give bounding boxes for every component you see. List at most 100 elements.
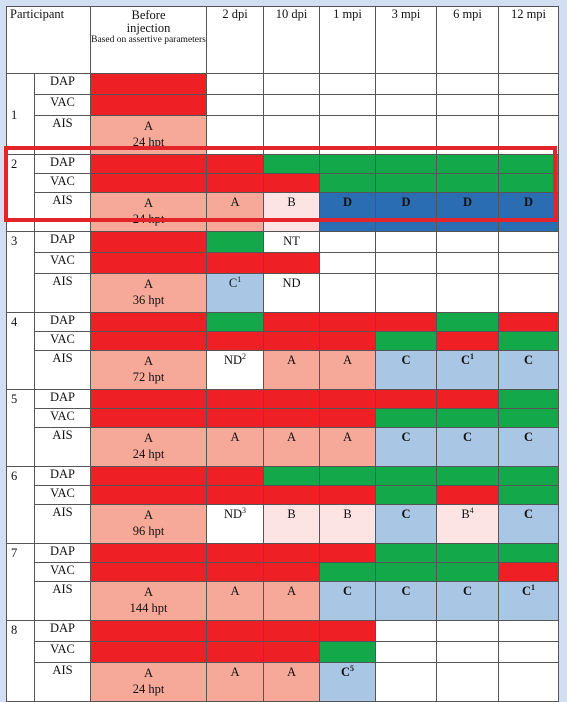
header-row: Participant Before injection Based on as… xyxy=(6,6,559,74)
vac-label: VAC xyxy=(34,562,91,582)
vac-status-cell xyxy=(206,94,264,116)
participant-6-ais-row: AIS A 96 hpt ND3 B B C B4 C xyxy=(7,504,559,544)
ais-grade-cell: A xyxy=(263,581,320,621)
dap-status-cell-green xyxy=(498,154,559,174)
participant-5-ais-row: AIS A 24 hpt A A A C C C xyxy=(7,427,559,467)
vac-status-cell-red xyxy=(206,173,264,193)
participant-1-vac-row: VAC xyxy=(7,94,559,116)
ais-grade-cell: C1 xyxy=(436,350,499,390)
ais-grade-cell: B xyxy=(319,504,376,544)
ais-grade-cell: C xyxy=(375,504,437,544)
ais-grade-cell: C5 xyxy=(319,662,376,702)
vac-status-cell-red xyxy=(206,485,264,505)
dap-status-cell-green xyxy=(436,312,499,332)
vac-status-cell-green xyxy=(319,641,376,663)
ais-before-cell: A 72 hpt xyxy=(90,350,207,390)
ais-grade-text: ND xyxy=(223,507,243,521)
dap-status-cell-green xyxy=(319,466,376,486)
vac-status-cell-red xyxy=(90,331,207,351)
vac-label: VAC xyxy=(34,408,91,428)
dap-status-cell xyxy=(206,73,264,95)
ais-grade-text: C xyxy=(462,584,473,598)
ais-grade-text: D xyxy=(462,195,473,209)
ais-grade-cell: C1 xyxy=(206,273,264,313)
dap-status-cell xyxy=(375,231,437,253)
dap-status-cell-green xyxy=(206,312,264,332)
ais-grade-text: C xyxy=(523,353,534,367)
vac-status-cell-green xyxy=(375,408,437,428)
footnote-marker: 1 xyxy=(531,582,536,592)
footnote-marker: 5 xyxy=(350,663,355,673)
dap-status-cell: NT xyxy=(263,231,320,253)
ais-grade-text: B xyxy=(287,195,296,209)
ais-grade-cell: B4 xyxy=(436,504,499,544)
dap-status-cell-red xyxy=(263,389,320,409)
ais-grade-cell xyxy=(498,662,559,702)
ais-grade-text: B xyxy=(287,507,296,521)
ais-label: AIS xyxy=(34,427,91,467)
ais-grade-cell xyxy=(206,115,264,155)
dap-status-cell xyxy=(436,620,499,642)
dap-status-cell-red xyxy=(90,154,207,174)
ais-grade-cell xyxy=(498,115,559,155)
participant-8-vac-row: VAC xyxy=(7,641,559,663)
ais-grade-cell xyxy=(436,662,499,702)
vac-label: VAC xyxy=(34,641,91,663)
ais-grade-text: A xyxy=(230,195,240,209)
col-header-12mpi: 12 mpi xyxy=(498,6,559,74)
participant-4-ais-row: AIS A 72 hpt ND2 A A C C1 C xyxy=(7,350,559,390)
dap-label: DAP xyxy=(34,231,91,253)
dap-label: DAP xyxy=(34,543,91,563)
ais-grade-text: A xyxy=(342,353,353,367)
ais-grade-cell xyxy=(319,115,376,155)
vac-status-cell-red xyxy=(436,485,499,505)
participant-7-dap-row: 7 DAP xyxy=(6,543,559,621)
participant-number: 2 xyxy=(6,154,35,232)
ais-grade-text: D xyxy=(523,195,534,209)
vac-status-cell-red xyxy=(206,331,264,351)
vac-status-cell-red xyxy=(90,485,207,505)
participant-number: 3 xyxy=(6,231,35,313)
vac-status-cell xyxy=(498,94,559,116)
dap-status-cell-green xyxy=(436,154,499,174)
vac-status-cell-green xyxy=(498,331,559,351)
ais-grade-text: B xyxy=(461,507,470,521)
ais-grade-text: C xyxy=(523,507,534,521)
vac-status-cell-red xyxy=(498,562,559,582)
ais-grade-cell: C xyxy=(436,427,499,467)
ais-before-cell: A 24 hpt xyxy=(90,115,207,155)
ais-label: AIS xyxy=(34,581,91,621)
ais-grade-cell: A xyxy=(263,662,320,702)
results-table-frame: Participant Before injection Based on as… xyxy=(6,6,559,702)
vac-status-cell-green xyxy=(436,173,499,193)
vac-status-cell-green xyxy=(498,408,559,428)
ais-grade-text: C xyxy=(340,665,351,679)
results-table: Participant Before injection Based on as… xyxy=(6,6,559,702)
dap-status-cell-red xyxy=(206,389,264,409)
dap-status-cell-red xyxy=(206,543,264,563)
participant-number: 6 xyxy=(6,466,35,544)
ais-grade-cell xyxy=(436,115,499,155)
dap-status-cell-green xyxy=(206,231,264,253)
participant-7-ais-row: AIS A 144 hpt A A C C C C1 xyxy=(7,581,559,621)
ais-grade-text: C xyxy=(462,430,473,444)
dap-status-cell-red xyxy=(319,543,376,563)
vac-label: VAC xyxy=(34,485,91,505)
vac-status-cell-red xyxy=(319,331,376,351)
ais-label: AIS xyxy=(34,350,91,390)
ais-label: AIS xyxy=(34,662,91,702)
ais-before-time: 36 hpt xyxy=(132,293,165,307)
ais-before-cell: A 24 hpt xyxy=(90,662,207,702)
ais-before-cell: A 36 hpt xyxy=(90,273,207,313)
vac-status-cell-red xyxy=(263,641,320,663)
dap-status-cell-red xyxy=(90,620,207,642)
ais-grade-text: D xyxy=(401,195,411,209)
dap-label: DAP xyxy=(34,620,91,642)
dap-status-cell xyxy=(375,73,437,95)
ais-before-grade: A xyxy=(143,277,154,291)
ais-grade-cell: A xyxy=(263,350,320,390)
dap-status-cell-red xyxy=(263,543,320,563)
vac-status-cell-red xyxy=(263,331,320,351)
ais-grade-text: C xyxy=(521,584,532,598)
dap-status-cell-green xyxy=(375,154,437,174)
